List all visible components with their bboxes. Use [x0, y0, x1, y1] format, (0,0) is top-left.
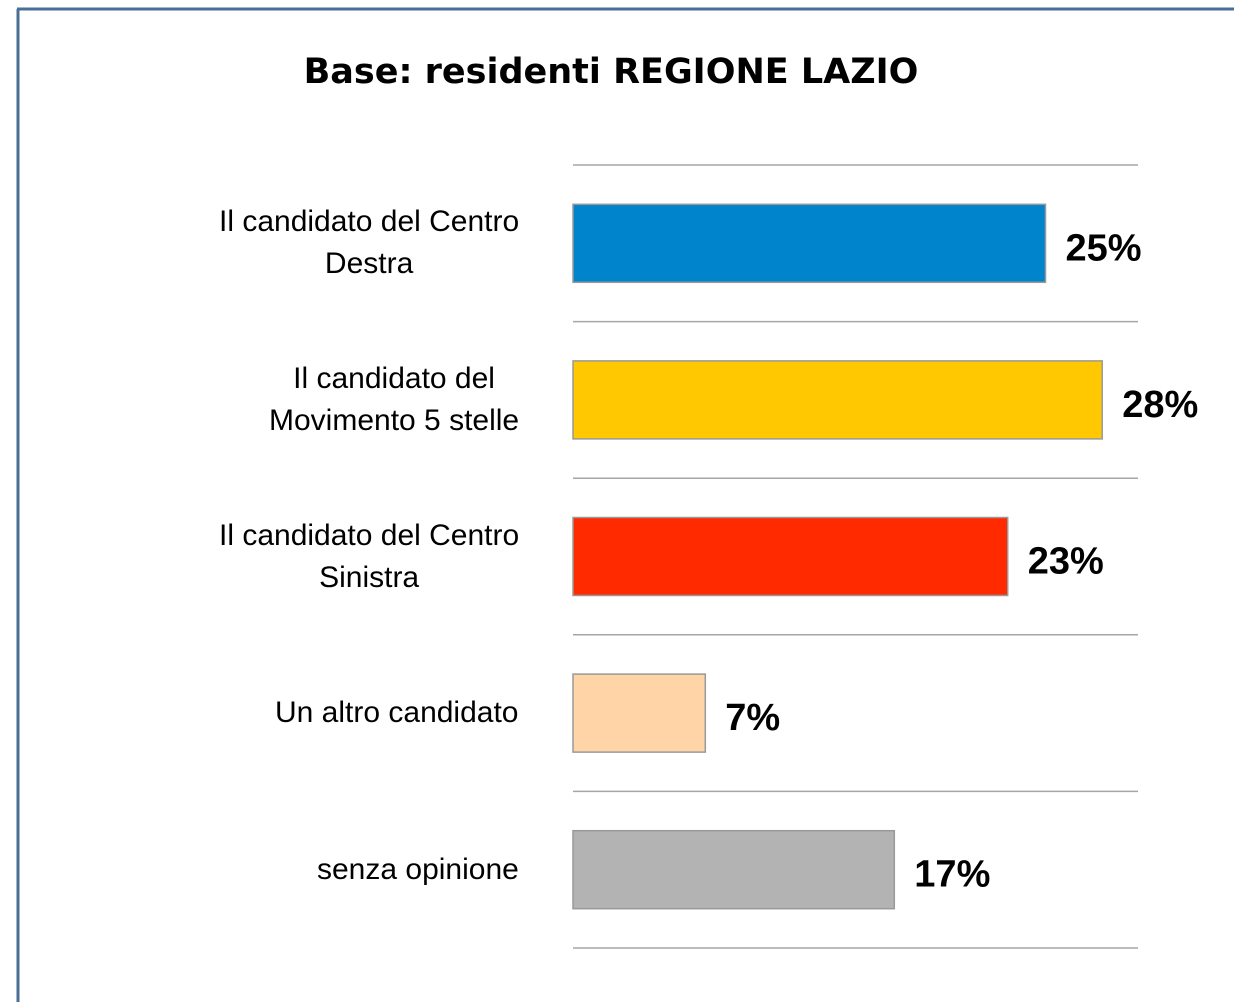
category-label: Il candidato del Centro Sinistra [219, 518, 520, 594]
category-label: Il candidato del Movimento 5 stelle [269, 361, 520, 437]
value-label: 23% [1028, 541, 1104, 583]
value-label: 7% [725, 697, 780, 739]
bar [572, 203, 1047, 284]
bar [572, 673, 707, 753]
value-label: 28% [1122, 384, 1198, 426]
chart-title: Base: residenti REGIONE LAZIO [303, 52, 919, 92]
category-label: senza opinione [317, 852, 519, 886]
value-label: 17% [914, 854, 990, 896]
value-label: 25% [1066, 227, 1142, 269]
bar [572, 516, 1009, 597]
category-label: Un altro candidato [275, 696, 519, 730]
bar [572, 829, 896, 910]
bar [572, 360, 1103, 440]
category-label: Il candidato del Centro Destra [219, 205, 520, 281]
